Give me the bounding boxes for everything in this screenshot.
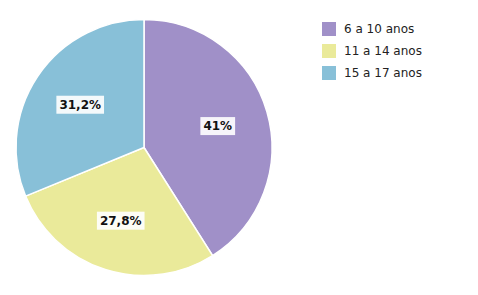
data-label-group: 27,8%: [97, 212, 145, 230]
legend-swatch: [322, 44, 336, 58]
legend-swatch: [322, 22, 336, 36]
data-label-background: [97, 212, 145, 230]
pie-slice: [16, 20, 144, 197]
data-label: 31,2%: [59, 98, 101, 112]
legend-item: 11 a 14 anos: [322, 44, 422, 58]
data-label: 41%: [203, 119, 232, 133]
data-label-group: 31,2%: [56, 96, 104, 114]
pie: [16, 20, 272, 276]
legend-label: 11 a 14 anos: [344, 44, 422, 58]
data-label-background: [200, 117, 235, 135]
chart-root: 41% 27,8% 31,2% 6 a 10 anos 11 a 14 anos 15 a…: [0, 0, 478, 295]
legend-item: 15 a 17 anos: [322, 66, 422, 80]
data-label-background: [56, 96, 104, 114]
legend: 6 a 10 anos 11 a 14 anos 15 a 17 anos: [322, 22, 422, 80]
data-labels: 41% 27,8% 31,2%: [56, 96, 235, 230]
data-label-group: 41%: [200, 117, 235, 135]
legend-item: 6 a 10 anos: [322, 22, 414, 36]
legend-label: 6 a 10 anos: [344, 22, 414, 36]
legend-swatch: [322, 66, 336, 80]
legend-label: 15 a 17 anos: [344, 66, 422, 80]
data-label: 27,8%: [100, 214, 142, 228]
